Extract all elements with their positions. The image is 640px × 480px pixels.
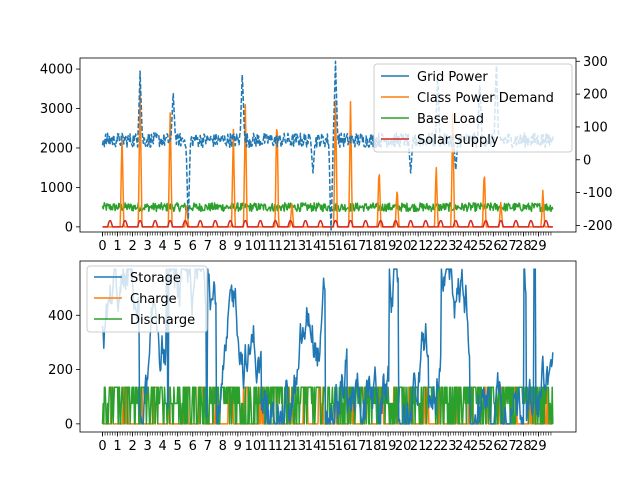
x-tick-label: 29 xyxy=(530,239,547,254)
y-tick-label: 0 xyxy=(65,417,73,432)
legend-label-grid-power: Grid Power xyxy=(417,70,488,85)
x-tick-label: 1 xyxy=(113,439,121,454)
x-tick-label: 7 xyxy=(204,239,212,254)
x-tick-label: 17 xyxy=(350,439,367,454)
y-tick-label: 0 xyxy=(65,220,73,235)
x-tick-label: 26 xyxy=(485,239,502,254)
bottom-y-axis: 0 200 400 xyxy=(48,309,80,432)
x-tick-label: 29 xyxy=(530,439,547,454)
x-tick-label: 19 xyxy=(380,439,397,454)
bottom-legend: Storage Charge Discharge xyxy=(86,265,208,333)
legend-label-base-load: Base Load xyxy=(417,112,484,127)
y2-tick-label: -200 xyxy=(583,219,613,234)
x-tick-label: 3 xyxy=(143,239,151,254)
x-tick-label: 11 xyxy=(260,239,277,254)
x-tick-label: 5 xyxy=(174,439,182,454)
x-tick-label: 2 xyxy=(128,439,136,454)
legend-label-solar-supply: Solar Supply xyxy=(417,133,499,148)
x-tick-label: 26 xyxy=(485,439,502,454)
x-tick-label: 13 xyxy=(290,439,307,454)
x-tick-label: 2 xyxy=(128,239,136,254)
legend-label-storage: Storage xyxy=(130,271,181,286)
x-tick-label: 21 xyxy=(410,439,427,454)
x-tick-label: 25 xyxy=(470,239,487,254)
x-tick-label: 14 xyxy=(305,239,322,254)
x-tick-label: 20 xyxy=(395,439,412,454)
x-tick-label: 19 xyxy=(380,239,397,254)
x-tick-label: 13 xyxy=(290,239,307,254)
x-tick-label: 8 xyxy=(219,439,227,454)
y2-tick-label: 100 xyxy=(583,120,608,135)
x-tick-label: 3 xyxy=(143,439,151,454)
x-tick-label: 23 xyxy=(440,439,457,454)
series-discharge xyxy=(101,386,554,425)
y2-tick-label: 200 xyxy=(583,88,608,103)
top-x-axis: 0 1 2 3 4 5 6 7 8 9 101112131415161718192021222324… xyxy=(98,232,552,254)
x-tick-label: 16 xyxy=(335,239,352,254)
x-tick-label: 20 xyxy=(395,239,412,254)
x-tick-label: 0 xyxy=(98,439,106,454)
x-tick-label: 16 xyxy=(335,439,352,454)
x-tick-label: 6 xyxy=(189,239,197,254)
x-tick-label: 9 xyxy=(234,439,242,454)
y-tick-label: 200 xyxy=(48,363,73,378)
bottom-x-axis: 0 1 2 3 4 5 6 7 8 9 101112131415161718192021222324… xyxy=(98,432,552,454)
x-tick-label: 4 xyxy=(159,239,167,254)
x-tick-label: 12 xyxy=(275,439,292,454)
top-legend: Grid Power Class Power Demand Base Load … xyxy=(373,63,573,153)
x-tick-label: 4 xyxy=(159,439,167,454)
y-tick-label: 3000 xyxy=(40,102,73,117)
x-tick-label: 21 xyxy=(410,239,427,254)
y2-tick-label: 300 xyxy=(583,55,608,70)
x-tick-label: 22 xyxy=(425,239,442,254)
x-tick-label: 11 xyxy=(260,439,277,454)
x-tick-label: 18 xyxy=(365,239,382,254)
legend-label-class-power-demand: Class Power Demand xyxy=(417,91,554,106)
x-tick-label: 27 xyxy=(500,439,517,454)
x-tick-label: 25 xyxy=(470,439,487,454)
x-tick-label: 10 xyxy=(245,239,262,254)
x-tick-label: 18 xyxy=(365,439,382,454)
x-tick-label: 14 xyxy=(305,439,322,454)
x-tick-label: 15 xyxy=(320,439,337,454)
legend-label-charge: Charge xyxy=(130,292,177,307)
y-tick-label: 2000 xyxy=(40,141,73,156)
x-tick-label: 9 xyxy=(234,239,242,254)
series-solar-supply xyxy=(102,219,553,228)
x-tick-label: 7 xyxy=(204,439,212,454)
x-tick-label: 6 xyxy=(189,439,197,454)
x-tick-label: 24 xyxy=(455,239,472,254)
y-tick-label: 400 xyxy=(48,309,73,324)
x-tick-label: 12 xyxy=(275,239,292,254)
x-tick-label: 28 xyxy=(515,439,532,454)
y2-tick-label: -100 xyxy=(583,186,613,201)
x-tick-label: 17 xyxy=(350,239,367,254)
x-tick-label: 15 xyxy=(320,239,337,254)
bottom-legend-box xyxy=(86,265,208,333)
x-tick-label: 5 xyxy=(174,239,182,254)
x-tick-label: 28 xyxy=(515,239,532,254)
x-tick-label: 1 xyxy=(113,239,121,254)
y-tick-label: 4000 xyxy=(40,63,73,78)
x-tick-label: 22 xyxy=(425,439,442,454)
x-tick-label: 0 xyxy=(98,239,106,254)
top-right-y-axis: -200 -100 0 100 200 300 xyxy=(576,55,613,234)
legend-label-discharge: Discharge xyxy=(130,313,195,328)
x-tick-label: 8 xyxy=(219,239,227,254)
y2-tick-label: 0 xyxy=(583,153,591,168)
y-tick-label: 1000 xyxy=(40,181,73,196)
top-left-y-axis: 0 1000 2000 3000 4000 xyxy=(40,63,80,235)
series-base-load xyxy=(101,202,554,213)
x-tick-label: 27 xyxy=(500,239,517,254)
top-legend-box xyxy=(373,63,573,153)
x-tick-label: 24 xyxy=(455,439,472,454)
x-tick-label: 23 xyxy=(440,239,457,254)
x-tick-label: 10 xyxy=(245,439,262,454)
